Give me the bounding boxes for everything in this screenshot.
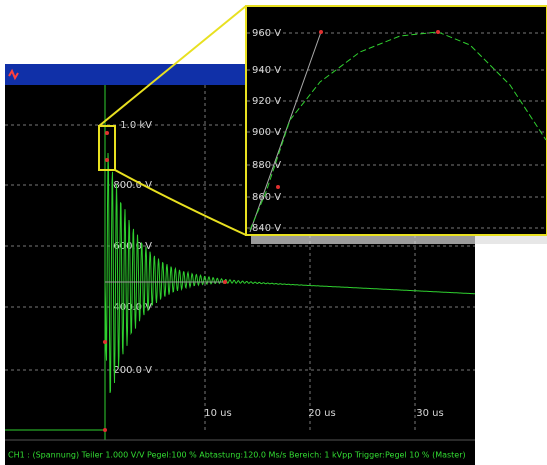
inset-markers <box>276 30 440 189</box>
zoom-connector <box>114 169 247 236</box>
markers <box>103 131 227 432</box>
inset-y-label: 880 V <box>252 160 281 171</box>
status-bar: CH1 : (Spannung) Teiler 1.000 V/V Pegel:… <box>8 451 466 460</box>
x-label: 30 us <box>416 408 443 419</box>
x-label: 10 us <box>204 408 231 419</box>
zoom-inset <box>245 5 547 236</box>
app-icon <box>8 68 19 81</box>
inset-y-label: 960 V <box>252 28 281 39</box>
inset-y-label: 920 V <box>252 96 281 107</box>
inset-grid <box>247 32 547 229</box>
zoom-connector <box>98 5 247 127</box>
y-label: 1.0 kV <box>120 120 152 131</box>
x-label: 20 us <box>308 408 335 419</box>
y-label: 400.0 V <box>113 302 152 313</box>
zoom-region <box>98 125 116 171</box>
inset-y-label: 840 V <box>252 223 281 234</box>
y-label: 200.0 V <box>113 365 152 376</box>
inset-y-label: 940 V <box>252 65 281 76</box>
inset-y-label: 900 V <box>252 127 281 138</box>
inset-waveform <box>249 31 547 231</box>
y-label: 800.0 V <box>113 180 152 191</box>
inset-y-label: 860 V <box>252 192 281 203</box>
